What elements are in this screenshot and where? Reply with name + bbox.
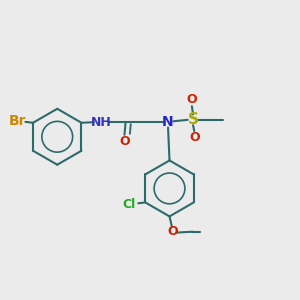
Text: O: O [187, 93, 197, 106]
Text: O: O [189, 131, 200, 144]
Text: Cl: Cl [123, 198, 136, 211]
Text: S: S [188, 112, 199, 127]
Text: O: O [167, 225, 178, 238]
Text: Br: Br [9, 114, 26, 128]
Text: N: N [162, 115, 174, 129]
Text: NH: NH [91, 116, 112, 129]
Text: O: O [119, 134, 130, 148]
